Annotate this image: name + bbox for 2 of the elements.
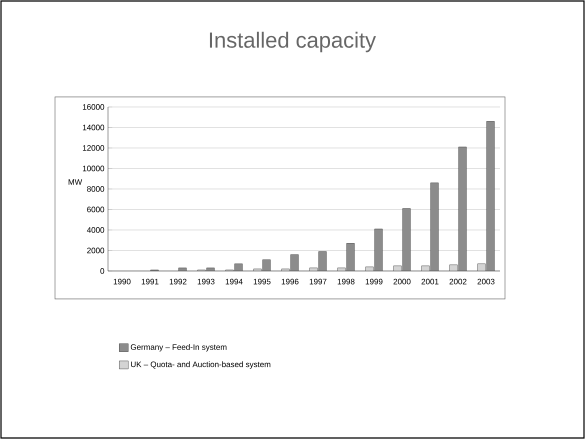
chart-title: Installed capacity [210,32,376,52]
bar [178,268,187,271]
